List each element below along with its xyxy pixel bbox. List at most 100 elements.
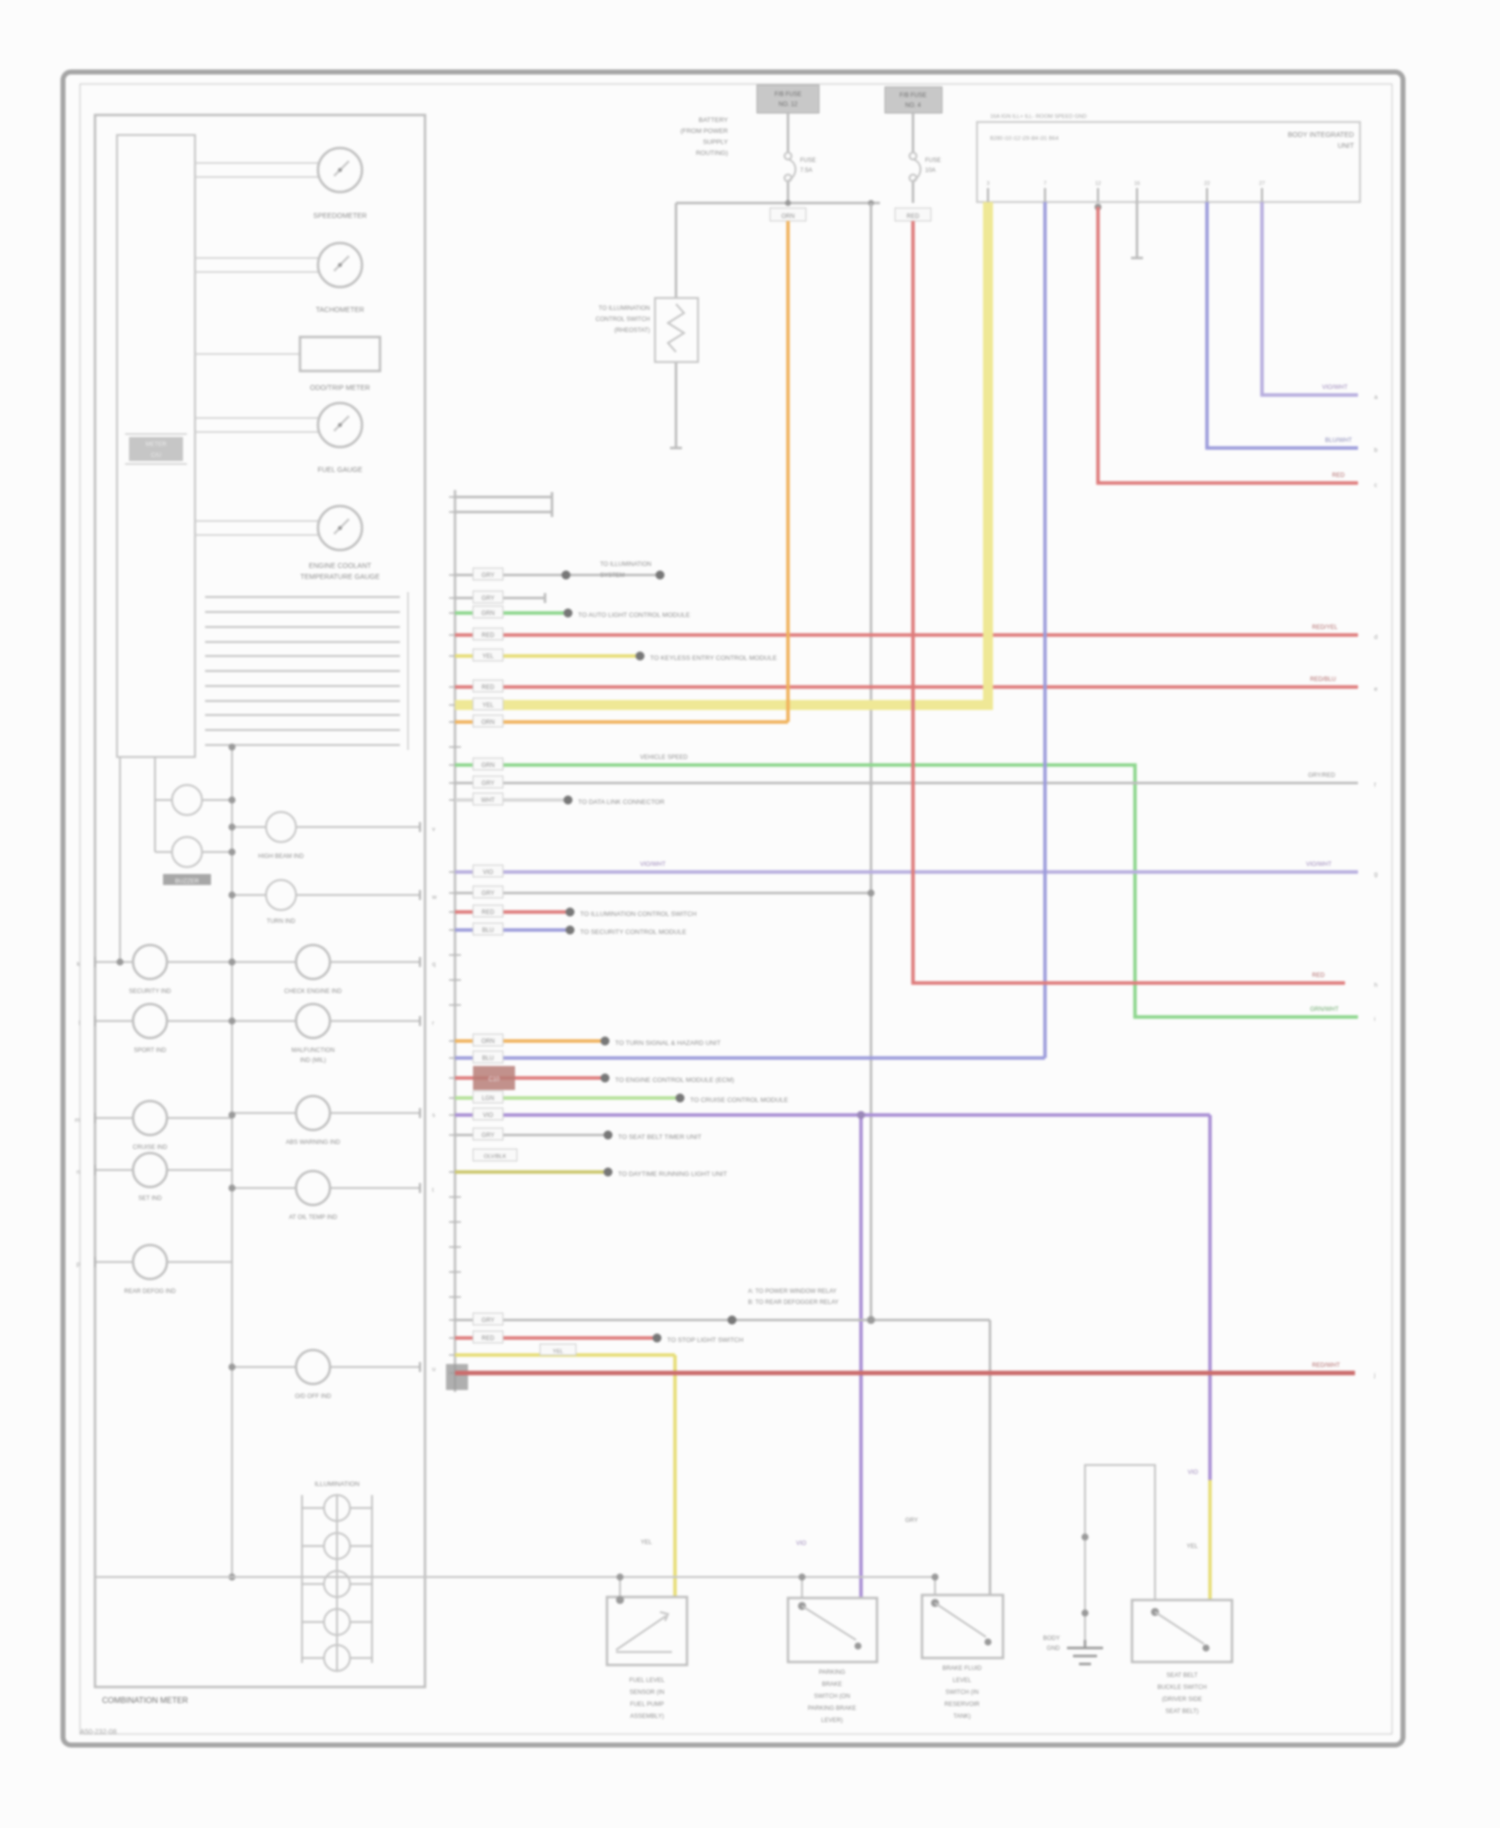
wire-destination-1: TO ILLUMINATION [600, 562, 651, 568]
wire-yellow-band: YEL [455, 202, 993, 711]
ground-symbol: BODY GND [1043, 1636, 1103, 1666]
indicator-lamps-left: SECURITY IND SPORT IND CRUISE IND SET IN… [124, 943, 177, 1295]
wire-code: C10 [488, 1077, 500, 1083]
terminal-letter: k [77, 961, 81, 968]
gauge-wiring-bundle [205, 596, 400, 746]
wire-drl: OLV/BLK TO DAYTIME RUNNING LIGHT UNIT [455, 1148, 727, 1178]
wire-code: GRN [481, 611, 494, 617]
wire-violet-long: VIO VIO/WHT VIO/WHT g [455, 862, 1378, 878]
component-label: BUCKLE SWITCH [1157, 1685, 1206, 1691]
wire-code: GRY [482, 596, 495, 602]
component-label: PARKING [819, 1670, 846, 1676]
wire-end-label: GRN/WHT [1310, 1007, 1339, 1013]
wire-destination: TO ENGINE CONTROL MODULE (ECM) [615, 1077, 734, 1084]
component-label: SWITCH (IN [945, 1690, 978, 1696]
wire-code: GRY [482, 573, 495, 579]
wire-destination: TO ILLUMINATION CONTROL SWITCH [580, 911, 697, 918]
wire-destination: TO SECURITY CONTROL MODULE [580, 929, 687, 936]
terminal-letter: f [1374, 782, 1376, 789]
fuse-glyph [912, 158, 922, 182]
component-parking-brake-switch: VIO PARKING BRAKE SWITCH (ON PARKING BRA… [786, 1541, 879, 1724]
fuse-box-label-1: F/B FUSE [899, 93, 926, 99]
wire-end-label: VIO/WHT [1322, 385, 1348, 391]
terminal-letter: j [1373, 1372, 1375, 1379]
wire-orange-feed: ORN [455, 221, 790, 728]
pin-number: 7 [1043, 181, 1046, 187]
gauge-odometer: ODO/TRIP METER [298, 335, 382, 392]
wire-code: BLU [482, 928, 494, 934]
resistor-glyph [666, 303, 686, 353]
pin-number: 3 [986, 181, 989, 187]
gauge-speedometer: SPEEDOMETER [313, 146, 367, 220]
unit-row-1: 16A IGN ILL+ ILL- ROOM SPEED GND [990, 114, 1087, 120]
wire-code: BLU [482, 1056, 494, 1062]
wire-gray-short: GRY [455, 590, 547, 604]
wire-red-blu: RED RED/BLU e [455, 677, 1378, 693]
wire-code: RED [907, 214, 920, 220]
wire-code: ORN [781, 214, 794, 220]
wire-end-label: RED [1332, 473, 1345, 479]
component-label: FUEL PUMP [630, 1702, 664, 1708]
wire-destination: TO SEAT BELT TIMER UNIT [618, 1134, 701, 1141]
fuse-rating-2: 10A [925, 168, 936, 174]
turn-label: TURN IND [267, 919, 296, 925]
wire-destination: TO DAYTIME RUNNING LIGHT UNIT [618, 1171, 727, 1178]
component-label: BRAKE FLUID [942, 1666, 982, 1672]
wire-vehicle-speed: GRN VEHICLE SPEED GRN/WHT i [455, 755, 1375, 1023]
pin-number: 16 [1134, 181, 1140, 187]
wire-seat-belt-switch: VIO VIO YEL [455, 1107, 1212, 1600]
terminal-letter: v [432, 826, 436, 833]
wire-destination: TO AUTO LIGHT CONTROL MODULE [578, 612, 691, 619]
high-beam-indicator-lamp [265, 811, 297, 843]
fuse-box-label-1: F/B FUSE [774, 92, 801, 98]
wire-code: YEL [482, 654, 494, 660]
wires: GRY TO ILLUMINATION SYSTEM GRY GRN TO AU… [455, 202, 1378, 1600]
fuse-rating-2: 7.5A [800, 168, 812, 174]
connector-end-cap [446, 1364, 468, 1390]
wire-code: GRY [482, 781, 495, 787]
terminal-letter: a [1374, 394, 1378, 401]
gauge-label: ODO/TRIP METER [310, 385, 370, 392]
buzzer-label: BUZZER [175, 879, 200, 885]
wire-code: GRY [482, 891, 495, 897]
gauge-fuel: FUEL GAUGE [316, 401, 364, 474]
wire-code: GRY [482, 1133, 495, 1139]
component-fuel-level-sensor: FUEL LEVEL SENSOR (IN FUEL PUMP ASSEMBLY… [605, 1595, 689, 1720]
terminal-letter: s [432, 1112, 436, 1119]
wire-end-label: RED/WHT [1312, 1363, 1340, 1369]
outer-frame [60, 69, 1406, 1748]
indicator-lamp [171, 784, 203, 816]
unit-pins [987, 188, 1263, 202]
rheostat-note-2: CONTROL SWITCH [596, 317, 650, 323]
terminal-letter: u [432, 1366, 436, 1373]
indicator-label: ABS WARNING IND [286, 1140, 341, 1146]
wire-code: RED [482, 910, 495, 916]
fuse-box-label-2: NO. 12 [778, 102, 798, 108]
wire-belt-timer: GRY TO SEAT BELT TIMER UNIT [455, 1127, 701, 1141]
component-label: LEVER) [821, 1718, 843, 1724]
wire-end-label: RED/YEL [1312, 625, 1338, 631]
diagram-id: A50-232-08 [80, 1729, 117, 1736]
rheostat-box [654, 297, 699, 363]
driver-label-plate [129, 437, 183, 461]
wire-code: GRY [482, 1318, 495, 1324]
wire-code: OLV/BLK [484, 1154, 507, 1160]
component-label: SEAT BELT [1166, 1673, 1198, 1679]
wire-code: WHT [481, 798, 495, 804]
wire-violet-end: VIO/WHT a [1260, 202, 1378, 401]
ground-label-1: BODY [1043, 1636, 1060, 1642]
common-return-rail [95, 1576, 936, 1598]
driver-label-1: METER [146, 442, 168, 448]
fuse-box [884, 86, 943, 114]
wire-mid-label: VEHICLE SPEED [640, 755, 688, 761]
combination-meter-box: METER C/U SPEEDOMETER TACHOMETER ODO/TRI… [75, 113, 437, 1705]
component-label: ASSEMBLY) [630, 1714, 664, 1720]
wire-destination-2: B: TO REAR DEFOGGER RELAY [748, 1300, 839, 1306]
gauge-stub-lines [195, 162, 318, 536]
wire-end-label: RED/BLU [1310, 677, 1336, 683]
wire-color-label: YEL [1187, 1544, 1199, 1550]
component-label: TANK) [953, 1714, 971, 1720]
gray-pair [455, 492, 554, 517]
